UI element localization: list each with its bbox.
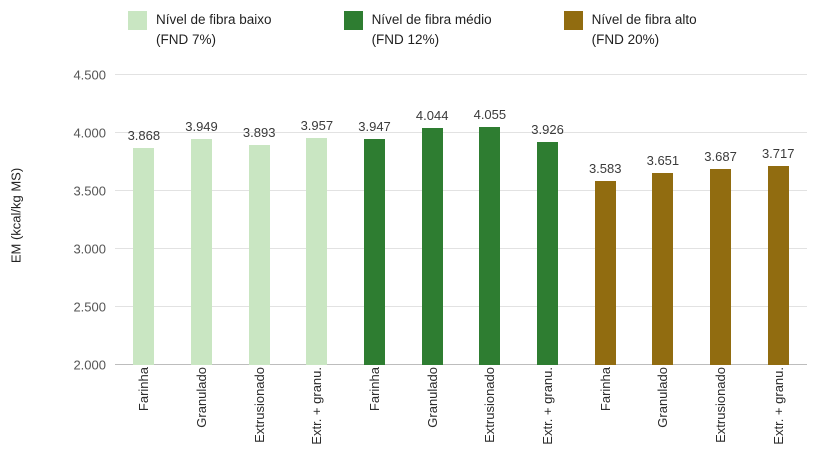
x-tick-label: Granulado xyxy=(424,367,440,428)
legend-swatch-low-fiber xyxy=(128,11,147,30)
bar xyxy=(421,127,443,365)
x-tick-cell: Granulado xyxy=(634,367,692,459)
bar-cell: 4.055 xyxy=(461,75,519,365)
bars-layer: 3.868 3.949 3.893 3.957 3.947 4.044 4.055 3.926… xyxy=(115,75,807,365)
bar xyxy=(652,173,674,365)
legend: Nível de fibra baixo (FND 7%) Nível de f… xyxy=(128,10,810,50)
bar xyxy=(191,138,212,365)
x-tick-cell: Farinha xyxy=(576,367,634,459)
x-tick-label: Granulado xyxy=(655,367,671,428)
bar-value-label: 3.868 xyxy=(127,128,161,144)
gridline xyxy=(115,364,807,365)
bar-value-label: 3.957 xyxy=(300,118,334,133)
bar-cell: 3.947 xyxy=(346,75,404,365)
bar-value-label: 3.583 xyxy=(588,161,622,177)
legend-label-line1: Nível de fibra alto xyxy=(591,12,697,27)
legend-label-line2: (FND 20%) xyxy=(591,32,660,47)
gridline xyxy=(115,306,807,307)
legend-item-high-fiber: Nível de fibra alto (FND 20%) xyxy=(563,10,697,50)
gridline xyxy=(115,190,807,191)
bar xyxy=(537,141,559,365)
bar-cell: 4.044 xyxy=(403,75,461,365)
x-tick-label: Granulado xyxy=(194,367,209,428)
x-tick-cell: Farinha xyxy=(115,367,173,459)
bar xyxy=(710,169,732,365)
bar xyxy=(306,138,328,365)
gridline xyxy=(115,248,807,249)
x-tick-cell: Extrusionado xyxy=(461,367,519,459)
legend-item-medium-fiber: Nível de fibra médio (FND 12%) xyxy=(343,10,492,50)
bar-cell: 3.717 xyxy=(749,75,807,365)
y-ticks-layer: 4.500 4.000 3.500 3.000 2.500 2.000 xyxy=(58,68,106,373)
bar xyxy=(479,126,501,365)
bar-cell: 3.687 xyxy=(692,75,750,365)
legend-label-line2: (FND 7%) xyxy=(156,32,216,47)
y-axis-title: EM (kcal/kg MS) xyxy=(8,167,24,264)
bar xyxy=(248,145,270,365)
y-tick-label: 2.000 xyxy=(73,357,106,373)
y-tick-label: 3.500 xyxy=(73,183,106,199)
bar-value-label: 3.949 xyxy=(185,118,218,134)
bar-cell: 3.926 xyxy=(519,75,577,365)
legend-label-line2: (FND 12%) xyxy=(371,32,440,47)
y-tick-label: 2.500 xyxy=(73,299,106,315)
x-tick-cell: Extrusionado xyxy=(692,367,750,459)
legend-swatch-high-fiber xyxy=(563,11,583,30)
gridline xyxy=(115,132,807,133)
bar-cell: 3.868 xyxy=(115,75,173,365)
bar-cell: 3.583 xyxy=(576,75,634,365)
legend-label-line1: Nível de fibra baixo xyxy=(156,12,272,27)
x-tick-label: Farinha xyxy=(597,367,613,412)
x-tick-label: Extrusionado xyxy=(482,367,498,443)
x-tick-cell: Granulado xyxy=(403,367,461,459)
x-tick-label: Extrusionado xyxy=(713,367,729,443)
legend-label-line1: Nível de fibra médio xyxy=(371,12,492,27)
legend-swatch-medium-fiber xyxy=(343,11,363,30)
x-tick-label: Extr. + granu. xyxy=(309,367,325,445)
bar-value-label: 4.044 xyxy=(415,107,449,123)
bar-cell: 3.651 xyxy=(634,75,692,365)
plot-area: 3.868 3.949 3.893 3.957 3.947 4.044 4.055 3.926… xyxy=(115,74,807,365)
x-tick-cell: Extrusionado xyxy=(230,367,288,459)
bar xyxy=(133,148,155,365)
x-tick-label: Farinha xyxy=(136,367,152,412)
y-tick-label: 4.500 xyxy=(73,67,106,83)
x-tick-cell: Farinha xyxy=(346,367,404,459)
bar-value-label: 3.893 xyxy=(242,125,276,141)
legend-label-high-fiber: Nível de fibra alto (FND 20%) xyxy=(592,10,697,50)
legend-label-medium-fiber: Nível de fibra médio (FND 12%) xyxy=(372,10,492,50)
y-tick-label: 3.000 xyxy=(73,241,106,257)
x-tick-label: Farinha xyxy=(367,367,383,412)
bar-value-label: 4.055 xyxy=(473,106,507,122)
x-tick-cell: Extr. + granu. xyxy=(288,367,346,459)
bar-value-label: 3.926 xyxy=(531,121,564,137)
bar xyxy=(364,139,386,365)
legend-label-low-fiber: Nível de fibra baixo (FND 7%) xyxy=(156,10,272,50)
bar-value-label: 3.687 xyxy=(704,149,737,165)
y-tick-label: 4.000 xyxy=(73,125,106,141)
x-tick-cell: Granulado xyxy=(173,367,231,459)
legend-item-low-fiber: Nível de fibra baixo (FND 7%) xyxy=(128,10,272,50)
x-tick-cell: Extr. + granu. xyxy=(519,367,577,459)
bar xyxy=(767,165,789,365)
bar-cell: 3.957 xyxy=(288,75,346,365)
gridline xyxy=(115,74,807,75)
bar-value-label: 3.947 xyxy=(358,119,391,135)
bar-value-label: 3.651 xyxy=(646,153,680,169)
x-tick-label: Extr. + granu. xyxy=(770,367,786,445)
x-tick-label: Extr. + granu. xyxy=(540,367,556,445)
x-tick-label: Extrusionado xyxy=(251,367,267,443)
bar-value-label: 3.717 xyxy=(761,145,795,161)
bar-cell: 3.893 xyxy=(230,75,288,365)
x-tick-cell: Extr. + granu. xyxy=(749,367,807,459)
x-labels-layer: Farinha Granulado Extrusionado Extr. + gran… xyxy=(115,367,807,459)
bar xyxy=(594,181,616,365)
bar-cell: 3.949 xyxy=(173,75,231,365)
